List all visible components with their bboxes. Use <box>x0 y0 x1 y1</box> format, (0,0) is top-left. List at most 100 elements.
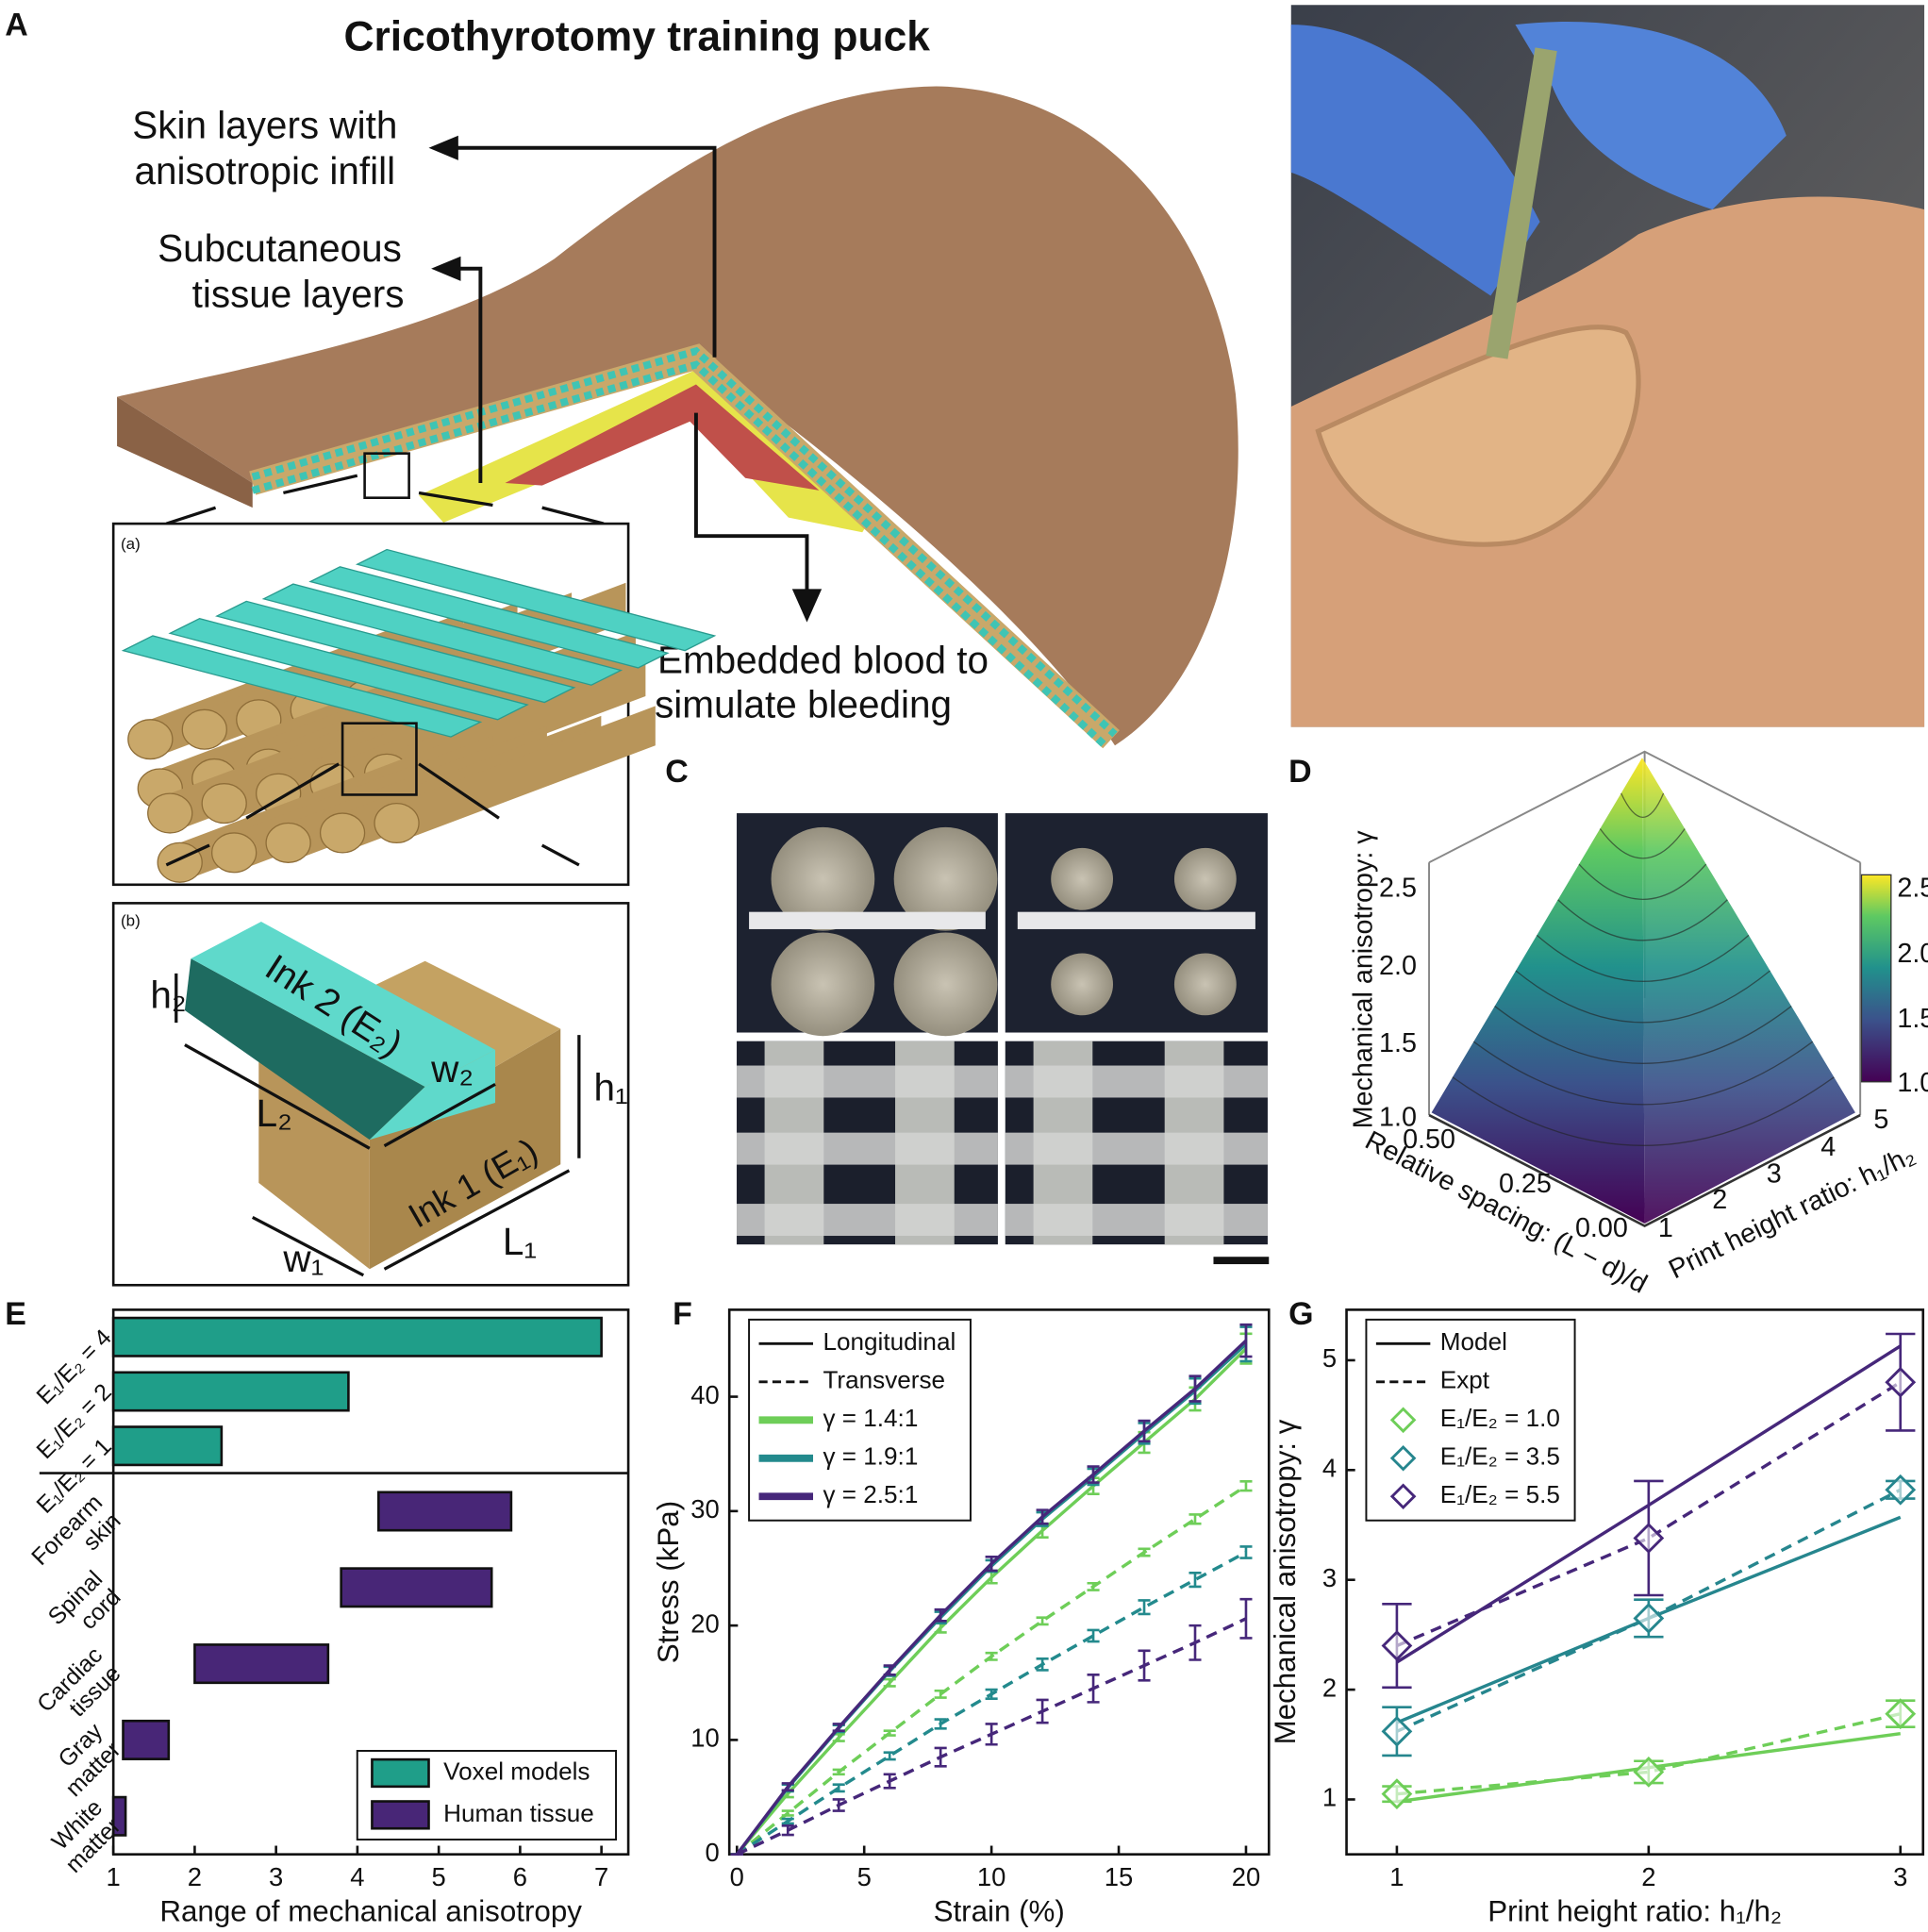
x-tick-label: 20 <box>1232 1862 1260 1891</box>
x-tick-label: 4 <box>350 1862 364 1891</box>
error-bar <box>883 1677 896 1688</box>
y-axis-label: Stress (kPa) <box>652 1501 685 1663</box>
fiber-section <box>1051 953 1114 1016</box>
contour <box>1452 1076 1835 1146</box>
z-tick: 1.0 <box>1379 1103 1417 1133</box>
range-bar <box>193 1643 330 1685</box>
x-tick-label: 5 <box>857 1862 872 1891</box>
tan-fiber-end <box>127 719 174 760</box>
y-tick-label: 2 <box>1322 1673 1337 1702</box>
x-tick-label: 1 <box>107 1862 121 1891</box>
range-bar <box>111 1425 224 1467</box>
x-tick-label: 0 <box>730 1862 744 1891</box>
arrow <box>693 412 809 591</box>
y-tick: 1 <box>1658 1213 1673 1243</box>
error-bar <box>1239 1545 1253 1559</box>
legend-swatch <box>371 1800 430 1830</box>
tan-fiber <box>396 706 656 843</box>
error-bar <box>934 1689 947 1699</box>
error-bar <box>883 1664 896 1676</box>
marker <box>1381 1630 1413 1661</box>
marker <box>1885 1366 1917 1398</box>
ink2-block <box>369 1049 496 1141</box>
marker <box>1633 1523 1665 1554</box>
error-bar <box>985 1688 998 1701</box>
error-bar <box>1087 1673 1100 1704</box>
puck-edge <box>117 396 253 508</box>
error-bar <box>781 1782 794 1792</box>
fiber <box>737 1204 998 1237</box>
error-bar <box>1036 1698 1049 1724</box>
dim-label: h₂ <box>150 974 186 1017</box>
fiber-section <box>1173 847 1237 910</box>
tan-fiber-end <box>265 822 311 863</box>
skin-layers <box>251 346 1118 738</box>
x-tick: 0.50 <box>1403 1124 1455 1155</box>
fiber <box>737 1065 998 1098</box>
fiber-gap <box>1017 911 1255 929</box>
error-bar <box>985 1651 998 1661</box>
zoom-box <box>341 722 418 796</box>
error-bar <box>781 1817 794 1825</box>
dimension <box>175 973 581 1277</box>
y-tick-label: 5 <box>1322 1343 1337 1373</box>
x-tick-label: 10 <box>977 1862 1006 1891</box>
error-bar <box>985 1723 998 1746</box>
tan-fiber-end <box>210 832 258 874</box>
series-line <box>1396 1380 1902 1648</box>
error-bar <box>1036 1657 1049 1672</box>
scale-bar <box>1213 1257 1270 1265</box>
error-bar <box>781 1809 794 1817</box>
fiber-section <box>893 932 998 1037</box>
legend-label: Model <box>1440 1327 1507 1356</box>
series-line <box>736 1484 1247 1856</box>
fiber <box>1005 1204 1268 1237</box>
tan-fiber-end <box>374 802 420 844</box>
legend-label: γ = 1.4:1 <box>823 1404 918 1432</box>
error-bar <box>1188 1513 1202 1525</box>
arrow <box>456 145 717 358</box>
callout: tissue layers <box>192 272 405 315</box>
x-axis-label: Print height ratio: h₁/h₂ <box>1488 1895 1782 1928</box>
x-axis-label: Strain (%) <box>934 1895 1065 1928</box>
legend-label: Human tissue <box>443 1799 594 1827</box>
marker <box>1885 1698 1917 1730</box>
y-tick: 3 <box>1767 1159 1782 1190</box>
contour <box>1515 970 1770 1024</box>
legend-label: E₁/E₂ = 1.0 <box>1440 1404 1560 1432</box>
colorbar-tick: 1.0 <box>1897 1068 1928 1098</box>
fiber <box>737 1132 998 1165</box>
marker <box>1633 1756 1665 1788</box>
inset-label: (a) <box>121 535 141 553</box>
legend-label: Longitudinal <box>823 1327 956 1356</box>
fiber-section <box>1173 953 1237 1016</box>
colorbar-tick: 2.0 <box>1897 939 1928 969</box>
tan-fiber-end <box>181 708 227 750</box>
x-tick-label: 3 <box>269 1862 283 1891</box>
legend-marker <box>1389 1483 1417 1510</box>
ink2-block <box>191 921 496 1087</box>
cyan-fiber <box>121 635 483 738</box>
y-tick-label: 40 <box>690 1380 719 1409</box>
fiber <box>1005 1065 1268 1098</box>
error-bar <box>1087 1581 1100 1591</box>
x-tick: 0.25 <box>1499 1169 1552 1199</box>
error-bar <box>781 1824 794 1837</box>
axis-box <box>1428 1113 1861 1228</box>
error-bar <box>883 1751 896 1761</box>
range-bar <box>122 1719 171 1760</box>
marker <box>1381 1715 1413 1747</box>
dim-label: w₁ <box>282 1237 324 1280</box>
infill-illustration <box>121 548 717 883</box>
y-axis-label: Mechanical anisotropy: γ <box>1269 1419 1302 1744</box>
panel-d: 2.5 2.0 1.5 1.0 1.0 1.5 2.0 2.5 Mechanic… <box>1349 750 1928 1300</box>
surface <box>1641 758 1855 1224</box>
dim-label: L₂ <box>257 1091 292 1135</box>
z-tick: 1.5 <box>1379 1028 1417 1058</box>
fiber-section <box>771 932 875 1037</box>
error-bar <box>832 1783 845 1793</box>
skin-layers <box>251 360 1109 750</box>
dim-label: L₁ <box>503 1220 537 1263</box>
tan-fiber-end <box>157 841 203 883</box>
